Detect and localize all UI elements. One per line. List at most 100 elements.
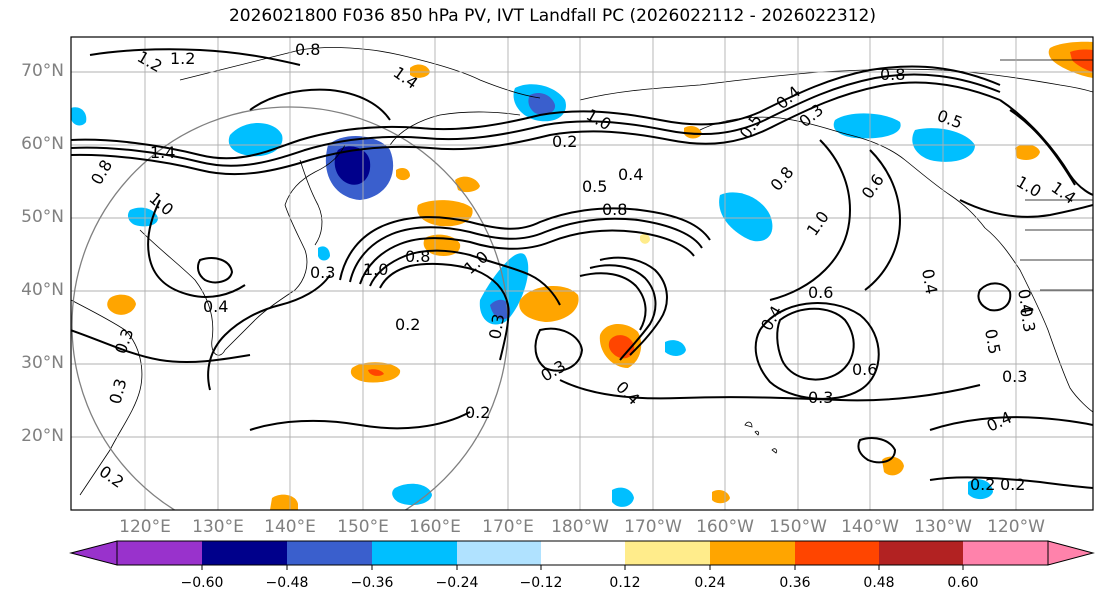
colorbar-segment [710,541,795,565]
lon-label-170e: 170°E [482,517,534,537]
neg-patch-bering-core [528,93,556,115]
colorbar-segment [372,541,457,565]
colorbar-frame [116,540,1049,566]
pos-patch-3 [519,285,579,322]
colorbar-segment [117,541,202,565]
neg-patch-south-3 [968,479,993,500]
pos-patch-15 [712,490,730,504]
colorbar-segment [963,541,1048,565]
contour-label: 0.2 [465,403,490,422]
neg-patch-west-2 [71,107,87,126]
colorbar [69,540,1095,570]
contour-label: 0.2 [970,475,995,494]
lat-label-70n: 70°N [21,61,64,81]
contour-label: 0.2 [395,315,420,334]
lon-label-140w: 140°W [841,517,899,537]
pos-patch-8-core [1070,49,1093,72]
colorbar-tick-label: 0.12 [609,575,641,591]
lon-label-160e: 160°E [409,517,461,537]
colorbar-extend-low [69,540,118,566]
neg-patch-south-2 [612,487,634,507]
contour-lines [71,48,1093,489]
pos-patch-6 [107,294,136,315]
contour-label: 0.3 [1016,305,1039,333]
colorbar-tick-label: −0.24 [435,575,479,591]
colorbar-segment [287,541,372,565]
colorbar-segment [795,541,879,565]
lon-label-170w: 170°W [624,517,682,537]
neg-patch-hawaii [665,340,686,356]
lon-label-120w: 120°W [987,517,1045,537]
contour-label: 0.5 [981,327,1004,355]
lat-label-40n: 40°N [21,280,64,300]
colorbar-tick-label: −0.36 [350,575,394,591]
pos-patch-4-core [608,335,635,359]
contour-label: 1.0 [363,260,388,279]
colorbar-segment [457,541,541,565]
contour-label: 0.2 [1000,475,1025,494]
neg-patch-south-4 [318,246,330,261]
neg-patch-central-core [490,299,511,320]
lon-label-130e: 130°E [192,517,244,537]
lon-label-120e: 120°E [119,517,171,537]
lat-label-60n: 60°N [21,134,64,154]
contour-label: 0.4 [918,267,941,295]
pos-patch-5-core [368,369,384,376]
colorbar-segment [879,541,963,565]
lon-label-150e: 150°E [337,517,389,537]
contour-label: 0.6 [852,360,877,379]
colorbar-tick-label: 0.60 [947,575,979,591]
colorbar-tick-label: −0.60 [180,575,224,591]
neg-patch-kamchatka-core [334,146,371,185]
lat-label-20n: 20°N [21,426,64,446]
colorbar-tick-label: 0.48 [863,575,895,591]
map-panel: 1.2 1.2 0.8 1.4 1.4 1.0 0.5 0.4 0.2 0.8 … [70,36,1094,511]
contour-label: 0.6 [808,283,833,302]
pos-patch-16 [640,233,650,244]
lat-label-50n: 50°N [21,207,64,227]
coastlines [71,47,1093,496]
colorbar-tick-label: −0.12 [519,575,563,591]
colorbar-tick-label: 0.36 [779,575,811,591]
neg-patch-okhotsk [228,122,283,157]
contour-label: 0.3 [808,388,833,407]
contour-label: 0.4 [1014,287,1037,315]
pos-patch-7 [455,176,480,193]
colorbar-tick-label: 0.24 [694,575,726,591]
lon-label-140e: 140°E [264,517,316,537]
lon-label-180w: 180°W [551,517,609,537]
pos-patch-11 [270,494,298,510]
neg-patch-alaska-1 [833,113,901,139]
lat-label-30n: 30°N [21,353,64,373]
contour-label: 0.3 [310,263,335,282]
contour-label: 0.2 [552,132,577,151]
colorbar-extend-high [1047,540,1095,566]
contour-label: 0.4 [203,297,228,316]
pos-patch-9 [1015,144,1040,160]
contour-label: 0.4 [618,165,643,184]
contour-label: 0.8 [295,40,320,59]
contour-label: 0.3 [485,312,508,340]
colorbar-segment [202,541,287,565]
contour-label: 0.8 [602,200,627,219]
contour-label: 0.5 [582,177,607,196]
pos-patch-13 [684,126,702,139]
colorbar-segment [541,541,625,565]
contour-label: 0.8 [880,65,905,84]
pos-patch-14 [396,168,410,181]
shading-layer [71,41,1093,510]
colorbar-segment [625,541,710,565]
neg-patch-south-1 [392,483,432,506]
contour-label: 1.2 [170,49,195,68]
gridlines [71,37,1093,510]
contour-label: 1.4 [150,143,175,162]
lon-label-150w: 150°W [769,517,827,537]
contour-label: 0.8 [405,247,430,266]
lon-label-130w: 130°W [914,517,972,537]
map-title: 2026021800 F036 850 hPa PV, IVT Landfall… [228,6,876,26]
contour-label: 0.3 [1002,367,1027,386]
lon-label-160w: 160°W [696,517,754,537]
pos-patch-12 [410,64,430,78]
map-frame [70,36,1094,511]
neg-patch-gulf [719,192,773,242]
